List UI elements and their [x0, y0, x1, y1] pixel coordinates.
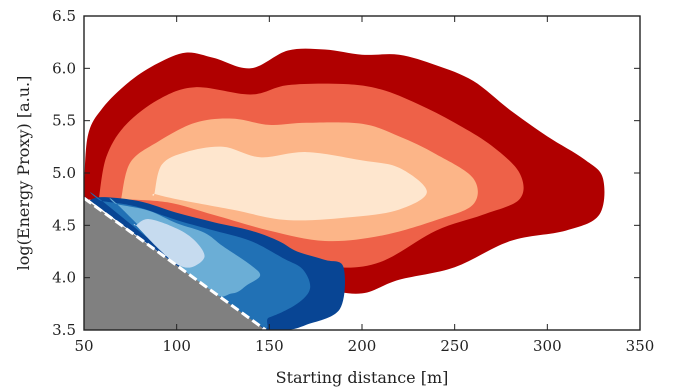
- y-tick-label: 6.5: [52, 7, 76, 25]
- excluded-region-edge: [84, 196, 267, 330]
- plot-area: [84, 48, 605, 330]
- y-tick-label: 4.0: [52, 269, 76, 287]
- contour-level-blues-4: [133, 219, 205, 268]
- contour-level-reds-4: [152, 146, 427, 221]
- x-tick-label: 250: [440, 337, 469, 355]
- x-tick-label: 50: [74, 337, 93, 355]
- x-tick-label: 200: [348, 337, 377, 355]
- axis-ticks: 50 100 150 200 250 300 350 3.5 4.0 4.5 5.0 5.5 6.0 6.…: [52, 7, 654, 355]
- y-tick-label: 5.5: [52, 112, 76, 130]
- x-axis-label: Starting distance [m]: [276, 368, 449, 387]
- y-tick-label: 4.5: [52, 216, 76, 234]
- y-tick-label: 5.0: [52, 164, 76, 182]
- x-tick-label: 300: [533, 337, 562, 355]
- x-tick-label: 350: [626, 337, 655, 355]
- y-tick-label: 3.5: [52, 321, 76, 339]
- y-tick-label: 6.0: [52, 59, 76, 77]
- x-tick-label: 150: [255, 337, 284, 355]
- contour-series-blues: [84, 192, 345, 330]
- x-tick-label: 100: [162, 337, 191, 355]
- y-axis-label: log(Energy Proxy) [a.u.]: [14, 76, 33, 271]
